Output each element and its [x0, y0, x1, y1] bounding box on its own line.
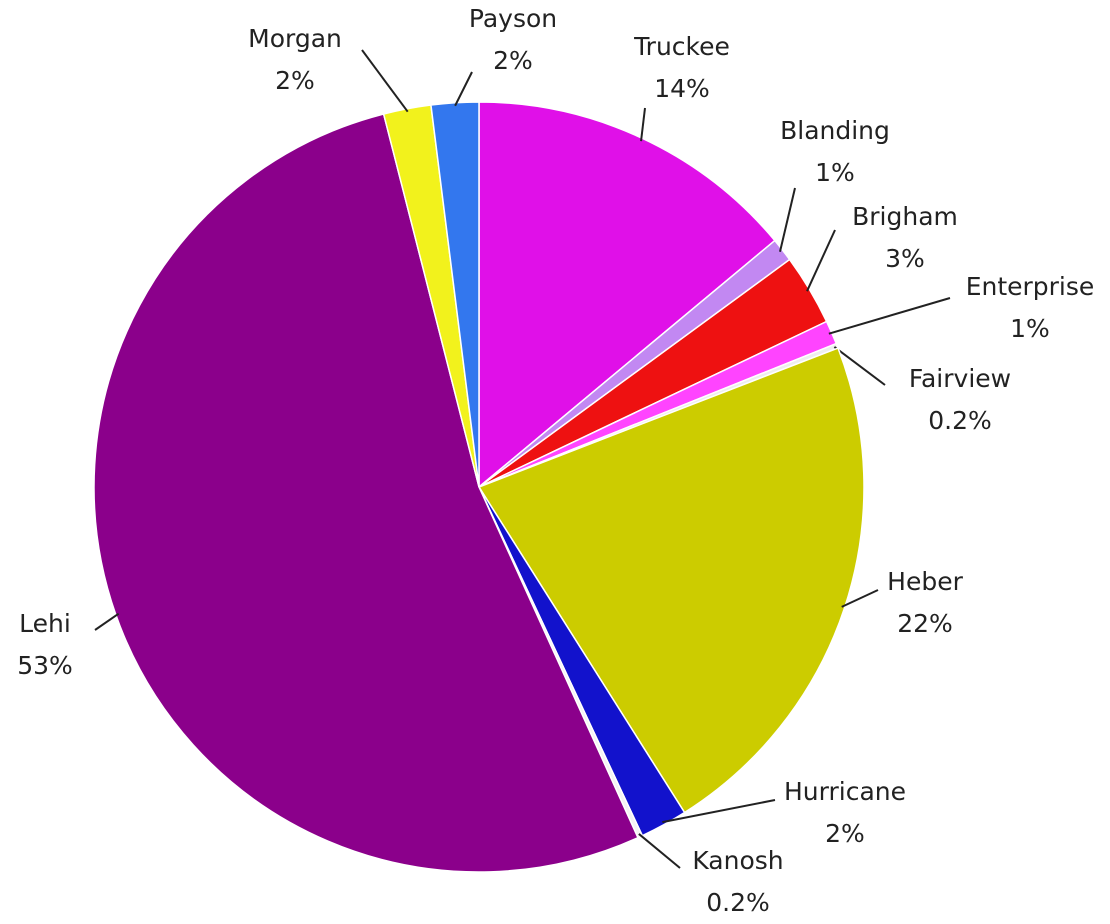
leader-line: [806, 229, 836, 292]
value-label: 2%: [275, 66, 315, 95]
slice-label: Blanding: [780, 116, 890, 145]
leader-line: [833, 346, 886, 386]
slice-label: Morgan: [248, 24, 342, 53]
value-label: 1%: [1010, 314, 1050, 343]
value-label: 3%: [885, 244, 925, 273]
leader-line: [662, 799, 776, 824]
value-label: 53%: [17, 651, 73, 680]
leader-line: [454, 71, 473, 107]
value-label: 0.2%: [928, 406, 992, 435]
leader-line: [361, 49, 409, 113]
leader-line: [841, 589, 879, 608]
value-label: 2%: [493, 46, 533, 75]
slice-label: Lehi: [19, 609, 71, 638]
slice-label: Brigham: [852, 202, 958, 231]
slice-label: Payson: [469, 4, 557, 33]
leader-line: [638, 833, 681, 869]
value-label: 22%: [897, 609, 953, 638]
leader-line: [828, 297, 951, 335]
slice-label: Fairview: [909, 364, 1011, 393]
slice-label: Truckee: [633, 32, 730, 61]
slice-label: Heber: [887, 567, 963, 596]
value-label: 0.2%: [706, 888, 770, 917]
pie-slice: [430, 101, 480, 488]
leader-line: [779, 187, 796, 253]
leader-line: [640, 107, 646, 142]
leader-line: [94, 612, 120, 631]
pie-slice: [477, 347, 865, 814]
slice-label: Kanosh: [692, 846, 783, 875]
slice-label: Enterprise: [966, 272, 1095, 301]
slice-label: Hurricane: [784, 777, 906, 806]
value-label: 14%: [654, 74, 710, 103]
value-label: 2%: [825, 819, 865, 848]
value-label: 1%: [815, 158, 855, 187]
